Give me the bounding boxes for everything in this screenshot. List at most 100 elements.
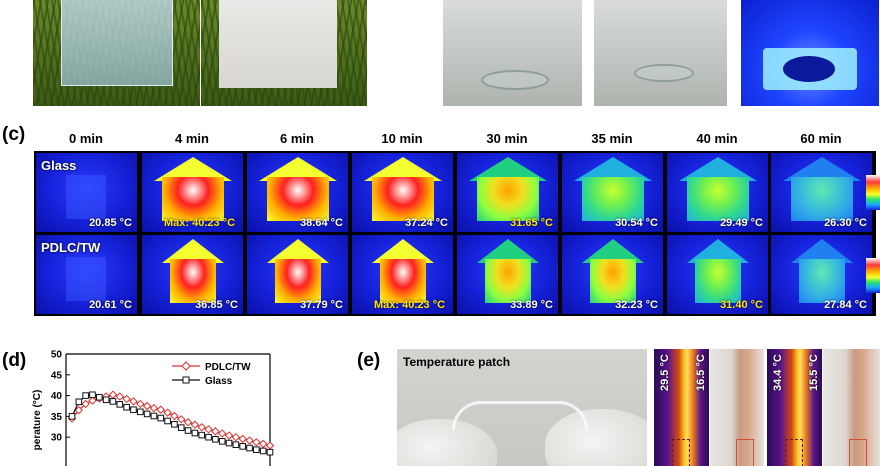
temperature-readout: 32.23 °C [615,299,658,311]
photo-arm-1 [710,349,764,466]
data-point [109,398,117,405]
legend-marker [181,361,191,371]
data-point [184,427,192,434]
data-point [130,406,137,414]
y-tick-label: 30 [51,433,63,444]
time-label: 4 min [175,131,209,146]
thermal-cell: 37.79 °C [247,235,348,314]
data-point [81,399,90,409]
thermal-cell: 36.85 °C [142,235,243,314]
data-point [108,390,118,399]
data-point [75,398,83,406]
data-point [156,405,165,414]
thermal-cell: 27.84 °C [771,235,872,314]
temperature-readout: 20.85 °C [89,217,132,229]
data-point [231,432,241,442]
data-point [102,396,110,404]
temperature-readout: Max: 40.23 °C [164,217,236,229]
photo-arm-2 [823,349,880,466]
y-tick-label: 50 [51,350,63,361]
data-point [143,410,151,418]
data-point [198,431,206,439]
panel-e-label: (e) [357,350,381,371]
time-label: 6 min [280,131,314,146]
data-point [191,429,199,437]
photo-chamber-uv [741,0,879,106]
photo-chamber-film [594,0,727,106]
patch-photo-title: Temperature patch [403,355,511,369]
data-point [129,397,138,406]
thermal-cell: 31.65 °C [457,153,558,232]
data-point [239,443,246,450]
data-point [258,439,268,449]
temperature-readout: 33.89 °C [510,299,553,311]
temperature-readout: 29.49 °C [720,217,763,229]
data-point [123,403,130,411]
thermal-cell: 26.30 °C [771,153,872,232]
temperature-readout: Max: 40.23 °C [374,299,446,311]
temperature-readout: 31.40 °C [720,299,763,311]
legend-label: Glass [205,376,233,387]
color-scale-bar [866,175,880,210]
data-point [190,420,200,429]
row-label: Glass [41,158,77,173]
time-label: 35 min [591,131,633,146]
data-point [96,393,103,401]
data-point [157,414,165,422]
thermal-image-arm-2: 34.4 °C 15.5 °C [767,349,822,466]
thermal-high-temp: 34.4 °C [772,354,784,391]
thermal-cell: 38.64 °C [247,153,348,232]
data-point [170,411,179,421]
time-label: 10 min [381,131,423,146]
panel-d-label: (d) [2,350,27,371]
data-point [211,427,220,436]
thermal-cell: 37.24 °C [352,153,453,232]
data-point [266,448,274,456]
time-label: 30 min [486,131,528,146]
data-point [253,446,260,453]
time-label: 40 min [696,131,738,146]
data-point [246,444,253,452]
data-point [116,401,124,408]
thermal-cell: Max: 40.23 °C [352,235,453,314]
data-point [150,412,158,420]
time-label: 0 min [69,131,103,146]
data-point [89,391,96,399]
thermal-cell: Max: 40.23 °C [142,153,243,232]
temperature-readout: 38.64 °C [300,217,343,229]
data-point [136,408,144,416]
temperature-readout: 20.61 °C [89,299,132,311]
temperature-readout: 37.24 °C [405,217,448,229]
thermal-image-grid: Glass 20.85 °C Max: 40.23 °C 38.64 °C 37.24 … [34,151,876,316]
data-point [163,408,172,417]
data-point [218,438,226,445]
thermal-high-temp: 29.5 °C [659,354,671,391]
temperature-readout: 31.65 °C [510,217,553,229]
thermal-low-temp: 15.5 °C [808,354,820,391]
data-point [164,417,171,425]
data-point [142,401,152,411]
thermal-low-temp: 16.5 °C [695,354,707,391]
data-point [217,429,227,438]
thermal-cell: 29.49 °C [667,153,768,232]
data-point [68,413,76,420]
legend-label: PDLC/TW [205,362,251,373]
thermal-cell: 31.40 °C [667,235,768,314]
temperature-readout: 30.54 °C [615,217,658,229]
data-point [149,403,159,413]
data-point [252,437,261,447]
data-point [212,435,219,443]
photo-opaque-box [201,0,367,106]
data-point [88,396,97,405]
temperature-chart: 50 45 40 35 30 perature (°C) PDLC/TW Glass [32,350,275,466]
data-point [136,399,145,409]
data-point [171,421,178,428]
temperature-readout: 26.30 °C [824,217,867,229]
thermal-image-arm-1: 29.5 °C 16.5 °C [654,349,709,466]
data-point [122,394,131,404]
thermal-cell: PDLC/TW 20.61 °C [36,235,137,314]
data-point [232,441,240,448]
photo-chamber-empty [443,0,582,106]
time-label: 60 min [800,131,842,146]
data-point [197,423,206,432]
